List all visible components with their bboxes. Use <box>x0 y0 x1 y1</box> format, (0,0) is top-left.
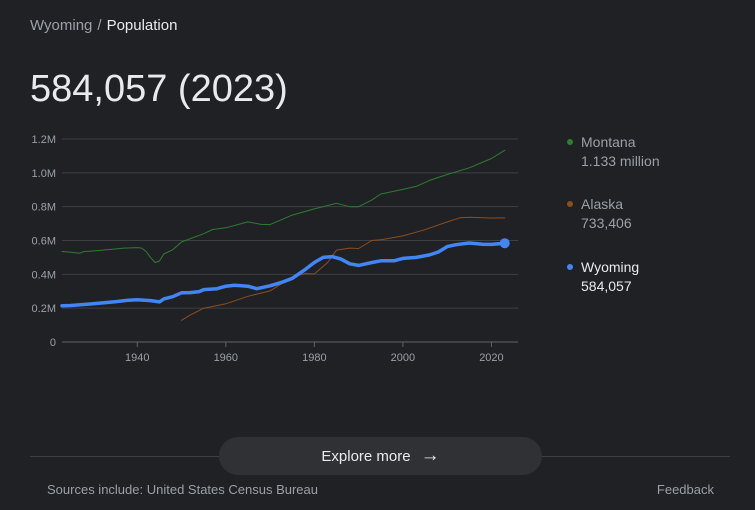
legend-item-montana[interactable]: Montana 1.133 million <box>567 134 660 169</box>
y-tick-label: 0.6M <box>32 236 56 248</box>
x-tick-label: 1940 <box>125 352 149 364</box>
breadcrumb-parent[interactable]: Wyoming <box>30 17 93 34</box>
legend-dot-icon <box>567 201 573 207</box>
sources-text: Sources include: United States Census Bu… <box>47 482 318 497</box>
y-tick-label: 0 <box>50 337 56 349</box>
x-tick-label: 1960 <box>214 352 238 364</box>
y-tick-label: 1.0M <box>32 168 56 180</box>
breadcrumb-current: Population <box>106 17 178 34</box>
legend-label: Wyoming <box>581 259 640 275</box>
arrow-right-icon: → <box>420 445 440 466</box>
legend-dot-icon <box>567 139 573 145</box>
breadcrumb-separator: / <box>97 17 102 34</box>
explore-more-button[interactable]: Explore more → <box>219 437 542 475</box>
explore-more-label: Explore more <box>321 447 411 465</box>
x-tick-label: 1980 <box>302 352 326 364</box>
x-tick-label: 2020 <box>479 352 503 364</box>
x-tick-label: 2000 <box>391 352 415 364</box>
breadcrumb: Wyoming / Population <box>30 17 177 34</box>
legend-value: 1.133 million <box>581 153 660 169</box>
series-line-alaska[interactable] <box>181 216 506 321</box>
y-tick-label: 1.2M <box>32 134 56 146</box>
legend-item-wyoming[interactable]: Wyoming 584,057 <box>567 259 639 294</box>
y-tick-label: 0.8M <box>32 202 56 214</box>
legend-dot-icon <box>567 264 573 270</box>
population-headline: 584,057 (2023) <box>30 68 288 110</box>
legend-label: Montana <box>581 134 636 150</box>
legend-item-alaska[interactable]: Alaska 733,406 <box>567 196 632 231</box>
series-line-montana[interactable] <box>61 149 506 263</box>
legend-value: 733,406 <box>581 215 632 231</box>
feedback-link[interactable]: Feedback <box>656 482 714 497</box>
legend-value: 584,057 <box>581 278 632 294</box>
population-line-chart[interactable]: 0 0.2M 0.4M 0.6M 0.8M 1.0M 1.2M 1940 1960 1980 200… <box>0 120 540 370</box>
y-tick-label: 0.2M <box>32 303 56 315</box>
legend-label: Alaska <box>581 196 624 212</box>
series-line-wyoming[interactable] <box>60 241 507 308</box>
highlight-point[interactable] <box>499 238 510 249</box>
y-tick-label: 0.4M <box>32 269 56 281</box>
